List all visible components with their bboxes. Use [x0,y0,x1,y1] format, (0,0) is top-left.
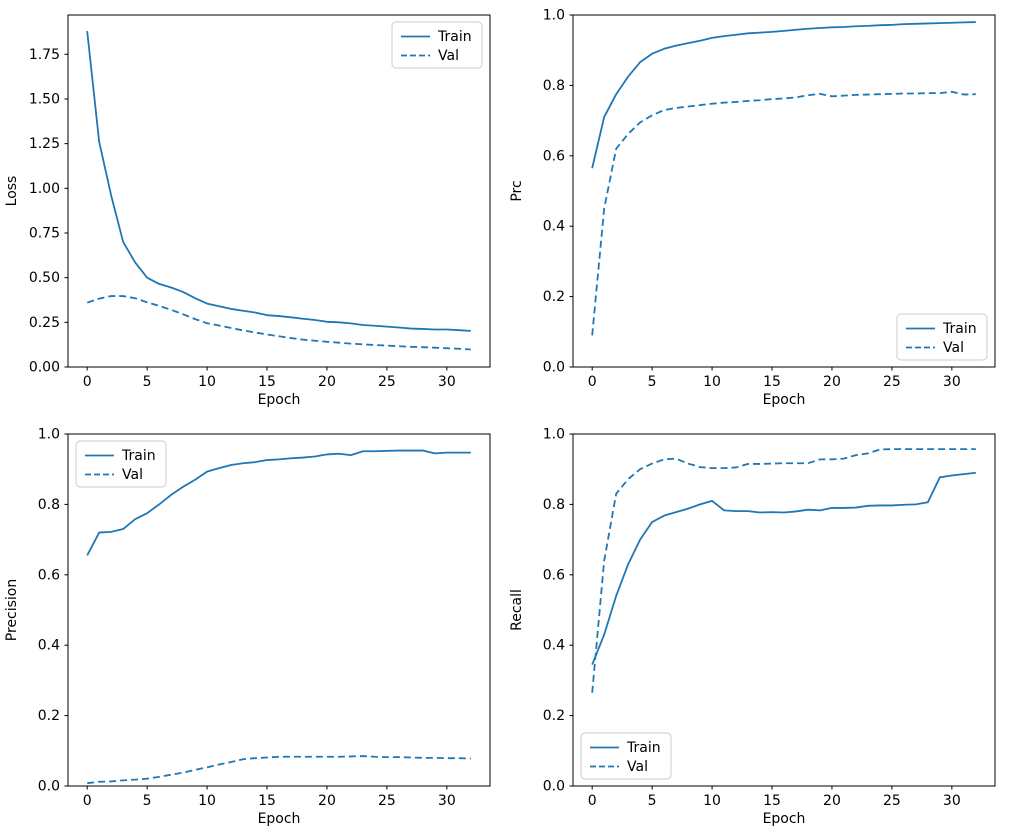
svg-text:0: 0 [83,793,92,809]
svg-text:0: 0 [588,793,597,809]
svg-text:0.4: 0.4 [543,638,565,654]
svg-text:Epoch: Epoch [258,392,301,408]
svg-text:0.8: 0.8 [543,497,565,513]
svg-text:10: 10 [703,374,721,390]
svg-text:Prc: Prc [509,180,525,201]
svg-text:Epoch: Epoch [258,811,301,827]
svg-text:Val: Val [438,48,459,64]
svg-text:Loss: Loss [4,176,20,207]
svg-text:0.0: 0.0 [543,360,565,376]
svg-text:1.0: 1.0 [543,8,565,24]
svg-text:10: 10 [703,793,721,809]
subplot-prc: 0 5 10 15 20 25 30 0.0 0.2 0.4 0.6 0.8 1.0 Epoch Prc Tr… [505,0,1010,419]
svg-text:25: 25 [883,374,901,390]
svg-text:0.75: 0.75 [29,225,60,241]
svg-text:1.25: 1.25 [29,136,60,152]
svg-text:15: 15 [763,793,781,809]
svg-text:Epoch: Epoch [763,392,806,408]
svg-text:0.2: 0.2 [38,708,60,724]
svg-text:25: 25 [883,793,901,809]
svg-text:15: 15 [258,374,276,390]
svg-text:0.6: 0.6 [543,567,565,583]
svg-text:Epoch: Epoch [763,811,806,827]
svg-text:5: 5 [648,793,657,809]
loss-chart: 0 5 10 15 20 25 30 0.00 0.25 0.50 0.75 1.00 1.25 1.50… [0,0,505,419]
prc-chart: 0 5 10 15 20 25 30 0.0 0.2 0.4 0.6 0.8 1.0 Epoch Prc Tr… [505,0,1010,419]
subplot-loss: 0 5 10 15 20 25 30 0.00 0.25 0.50 0.75 1.00 1.25 1.50… [0,0,505,419]
svg-text:30: 30 [438,374,456,390]
svg-text:0.0: 0.0 [543,779,565,795]
svg-text:0.0: 0.0 [38,779,60,795]
svg-text:10: 10 [198,374,216,390]
subplot-recall: 0 5 10 15 20 25 30 0.0 0.2 0.4 0.6 0.8 1.0 Epoch Recal… [505,419,1010,838]
svg-text:0.6: 0.6 [543,148,565,164]
recall-chart: 0 5 10 15 20 25 30 0.0 0.2 0.4 0.6 0.8 1.0 Epoch Recal… [505,419,1010,838]
svg-text:20: 20 [823,374,841,390]
svg-text:30: 30 [438,793,456,809]
svg-text:1.0: 1.0 [38,427,60,443]
svg-text:1.50: 1.50 [29,91,60,107]
svg-text:25: 25 [378,793,396,809]
svg-text:Val: Val [122,467,143,483]
svg-text:Train: Train [942,321,977,337]
svg-text:1.00: 1.00 [29,181,60,197]
svg-text:0.8: 0.8 [543,78,565,94]
svg-text:Val: Val [627,759,648,775]
svg-text:1.0: 1.0 [543,427,565,443]
svg-text:0.6: 0.6 [38,567,60,583]
svg-text:Val: Val [943,340,964,356]
svg-text:Recall: Recall [509,589,525,631]
svg-text:15: 15 [258,793,276,809]
svg-text:0.2: 0.2 [543,289,565,305]
svg-text:5: 5 [143,793,152,809]
svg-text:10: 10 [198,793,216,809]
svg-text:0.2: 0.2 [543,708,565,724]
svg-text:0: 0 [83,374,92,390]
svg-text:20: 20 [823,793,841,809]
precision-chart: 0 5 10 15 20 25 30 0.0 0.2 0.4 0.6 0.8 1.0 Epoch Preci… [0,419,505,838]
svg-text:Train: Train [437,29,472,45]
svg-text:20: 20 [318,793,336,809]
svg-text:0.8: 0.8 [38,497,60,513]
svg-text:0.4: 0.4 [38,638,60,654]
svg-text:5: 5 [648,374,657,390]
svg-text:Train: Train [121,448,156,464]
svg-text:25: 25 [378,374,396,390]
svg-text:Train: Train [626,740,661,756]
svg-text:15: 15 [763,374,781,390]
svg-text:0.50: 0.50 [29,270,60,286]
svg-text:5: 5 [143,374,152,390]
svg-text:1.75: 1.75 [29,47,60,63]
subplot-precision: 0 5 10 15 20 25 30 0.0 0.2 0.4 0.6 0.8 1.0 Epoch Preci… [0,419,505,838]
svg-text:0.00: 0.00 [29,360,60,376]
svg-text:30: 30 [943,793,961,809]
svg-text:0.25: 0.25 [29,315,60,331]
svg-text:20: 20 [318,374,336,390]
svg-text:0: 0 [588,374,597,390]
svg-text:0.4: 0.4 [543,219,565,235]
svg-text:Precision: Precision [4,579,20,641]
svg-text:30: 30 [943,374,961,390]
